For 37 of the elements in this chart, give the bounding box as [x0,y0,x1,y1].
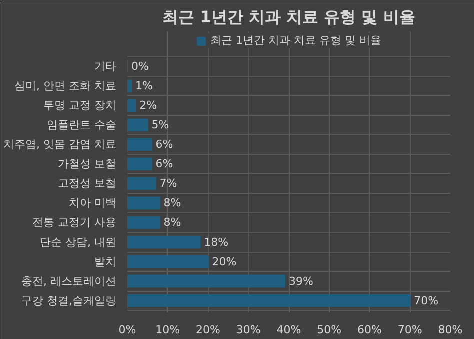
data-label: 8% [164,196,182,210]
y-tick-label: 가철성 보철 [58,158,117,171]
y-tick-label: 구강 청결,슬케일링 [22,294,117,308]
data-label: 1% [136,80,153,93]
y-tick-label: 충전, 레스토레이션 [22,274,117,288]
data-label: 7% [160,177,178,190]
x-tick-label: 60% [358,324,382,336]
data-label: 0% [132,60,149,74]
chart-title: 최근 1년간 치과 치료 유형 및 비율 [162,8,416,26]
y-tick-label: 단순 상담, 내원 [40,236,117,249]
x-tick-label: 50% [317,324,342,336]
y-tick-label: 발치 [94,255,116,268]
x-tick-label: 80% [438,324,463,336]
data-label: 8% [164,216,182,230]
x-tick-label: 40% [276,324,302,336]
data-label: 6% [156,158,174,171]
y-tick-label: 심미, 안면 조화 치료 [14,80,117,93]
data-label: 70% [414,294,439,308]
y-tick-label: 치아 미백 [69,196,117,210]
legend-label: 최근 1년간 치과 치료 유형 및 비율 [210,33,382,48]
x-tick-label: 20% [196,324,220,336]
data-label: 18% [204,236,229,249]
x-tick-label: 70% [398,324,422,336]
x-tick-label: 10% [156,324,180,336]
data-label: 5% [152,118,170,132]
y-tick-label: 기타 [94,60,116,74]
y-tick-label: 고정성 보철 [58,177,117,190]
y-tick-label: 전통 교정기 사용 [32,216,117,230]
y-tick-label: 치주염, 잇몸 감염 치료 [4,138,117,152]
y-tick-label: 투명 교정 장치 [44,99,117,112]
data-label: 2% [140,99,158,112]
data-label: 6% [156,138,174,152]
data-label: 20% [212,255,237,268]
y-tick-label: 임플란트 수술 [47,118,117,132]
x-tick-label: 30% [236,324,261,336]
x-tick-label: 0% [118,324,136,336]
data-label: 39% [288,274,314,288]
